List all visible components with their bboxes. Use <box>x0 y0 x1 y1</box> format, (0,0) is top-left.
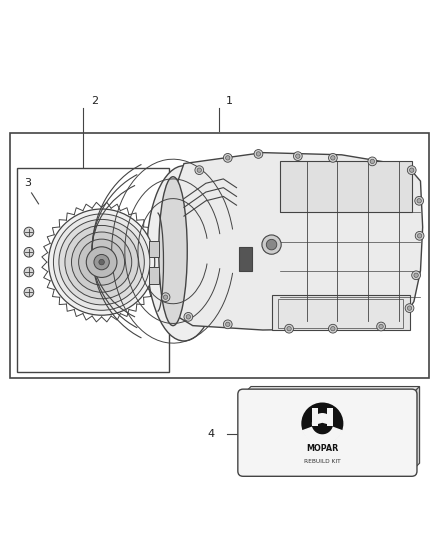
Text: 3: 3 <box>24 178 31 188</box>
Polygon shape <box>243 386 420 394</box>
Circle shape <box>59 220 145 305</box>
Circle shape <box>195 166 204 174</box>
Circle shape <box>223 154 232 162</box>
Circle shape <box>414 273 418 278</box>
Circle shape <box>65 225 138 299</box>
Circle shape <box>24 247 34 257</box>
Circle shape <box>417 233 422 238</box>
Bar <box>149 267 159 284</box>
Circle shape <box>266 239 277 250</box>
Circle shape <box>415 197 424 205</box>
Circle shape <box>226 322 230 327</box>
Circle shape <box>412 271 420 280</box>
Bar <box>312 408 318 426</box>
Bar <box>17 167 169 373</box>
Circle shape <box>287 327 291 331</box>
Circle shape <box>370 159 374 164</box>
Circle shape <box>24 287 34 297</box>
Circle shape <box>379 324 383 329</box>
Circle shape <box>377 322 385 331</box>
Circle shape <box>53 214 150 310</box>
Circle shape <box>94 254 110 270</box>
Bar <box>272 295 410 330</box>
Circle shape <box>331 327 335 331</box>
Text: 1: 1 <box>226 96 233 106</box>
Circle shape <box>417 199 421 203</box>
Bar <box>239 247 252 271</box>
Circle shape <box>328 154 337 162</box>
Circle shape <box>262 235 281 254</box>
Circle shape <box>410 168 414 172</box>
Bar <box>10 133 429 378</box>
Circle shape <box>49 209 155 315</box>
Circle shape <box>328 324 337 333</box>
Circle shape <box>163 295 168 300</box>
Circle shape <box>312 413 333 434</box>
Circle shape <box>197 168 201 172</box>
Circle shape <box>161 293 170 302</box>
Circle shape <box>24 227 34 237</box>
Text: 2: 2 <box>91 96 98 106</box>
Circle shape <box>99 260 104 265</box>
Polygon shape <box>161 152 423 330</box>
Circle shape <box>415 231 424 240</box>
Bar <box>280 161 412 212</box>
FancyBboxPatch shape <box>238 389 417 477</box>
Circle shape <box>368 157 377 166</box>
Circle shape <box>86 247 117 278</box>
Circle shape <box>296 154 300 158</box>
Polygon shape <box>313 424 332 434</box>
Circle shape <box>256 152 261 156</box>
Bar <box>327 408 332 426</box>
Circle shape <box>285 324 293 333</box>
Circle shape <box>407 166 416 174</box>
Polygon shape <box>412 386 420 471</box>
Circle shape <box>79 239 124 285</box>
Polygon shape <box>302 424 343 445</box>
Ellipse shape <box>147 166 221 341</box>
Text: 4: 4 <box>208 429 215 439</box>
Circle shape <box>24 267 34 277</box>
Circle shape <box>331 156 335 160</box>
Bar <box>149 241 159 257</box>
Circle shape <box>254 150 263 158</box>
Circle shape <box>405 304 414 312</box>
Text: REBUILD KIT: REBUILD KIT <box>304 459 341 464</box>
Circle shape <box>71 232 132 292</box>
Bar <box>278 300 403 328</box>
Circle shape <box>407 306 412 310</box>
Circle shape <box>186 314 191 319</box>
Ellipse shape <box>159 177 187 326</box>
Circle shape <box>226 156 230 160</box>
Text: MOPAR: MOPAR <box>306 443 339 453</box>
Circle shape <box>184 312 193 321</box>
Circle shape <box>223 320 232 329</box>
Circle shape <box>301 402 343 445</box>
Circle shape <box>293 152 302 160</box>
